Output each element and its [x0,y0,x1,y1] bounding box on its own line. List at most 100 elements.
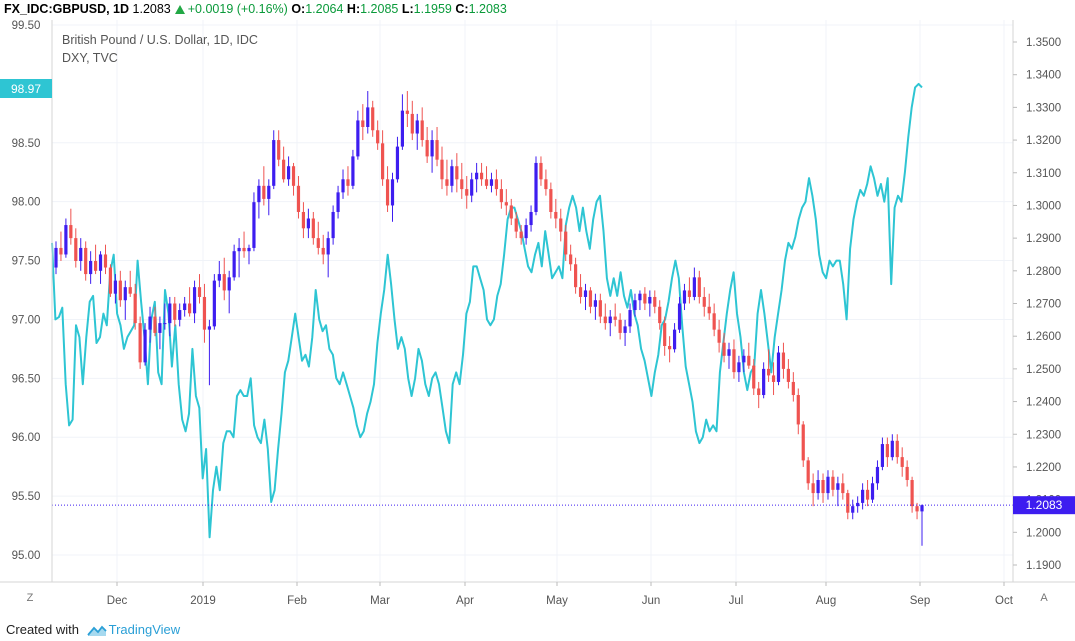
candle-body [762,368,766,396]
candle-body [356,120,360,157]
candle-body [509,205,513,219]
candle-body [440,159,444,180]
candle-body [415,120,419,134]
candle-body [593,300,597,307]
candle-body [554,211,558,219]
candle-body [262,185,266,199]
candle-body [910,480,914,507]
candle-body [84,247,88,275]
left-axis-tick-label: 96.50 [12,373,41,385]
candle-body [173,303,177,320]
candle-body [856,502,860,507]
left-price-axis[interactable]: 99.50 98.50 98.00 97.50 97.00 96.50 96.00 95.50… [12,20,41,562]
left-axis-tick-label: 96.00 [12,432,41,444]
auto-scale-button[interactable]: A [1034,588,1054,606]
candle-body [133,293,137,324]
candle-body [574,264,578,288]
time-axis-tick-label: Mar [370,595,390,607]
candle-body [69,225,73,239]
close-label: C: [455,2,469,16]
candle-body [64,225,68,255]
right-axis-tick-label: 1.2700 [1026,299,1061,311]
candle-body [890,440,894,458]
time-axis-tick-label: Jun [642,595,661,607]
candle-body [628,310,632,327]
candle-body [351,156,355,186]
candle-body [168,303,172,324]
candle-body [727,349,731,356]
candle-body [420,120,424,141]
candle-body [529,211,533,226]
right-axis-tick-label: 1.2900 [1026,233,1061,245]
candle-body [549,189,553,212]
right-axis-tick-label: 1.3200 [1026,135,1061,147]
candle-body [524,225,528,239]
candle-body [178,310,182,320]
auto-scale-button-bg[interactable] [1034,588,1054,606]
candle-body [222,274,226,291]
footer-brand[interactable]: TradingView [108,622,181,637]
price-change: +0.0019 (+0.16%) [187,2,288,16]
candle-body [603,316,607,324]
candle-body [539,162,543,180]
candle-body [717,329,721,343]
time-axis-tick-label: 2019 [190,595,216,607]
candle-body [296,185,301,212]
candle-body [192,287,197,314]
candle-body [183,303,187,311]
symbol-header: FX_IDC:GBPUSD, 1D 1.2083 +0.0019 (+0.16%)… [4,2,507,16]
left-axis-tick-label: 99.50 [12,20,41,32]
candle-body [381,143,385,180]
candle-body [658,306,662,324]
auto-scale-label[interactable]: A [1040,592,1048,604]
right-price-axis[interactable]: 1.3500 1.3400 1.3300 1.3200 1.3100 1.3000 1.29… [1013,37,1061,572]
candle-body [148,316,152,330]
time-axis-tick-label: Feb [287,595,307,607]
candle-body [841,483,845,494]
candle-body [390,179,395,206]
up-arrow-icon [174,5,185,14]
candle-body [257,185,261,203]
zoom-left-label[interactable]: Z [27,592,34,604]
time-axis[interactable]: Dec 2019 Feb Mar Apr May Jun Jul Aug Sep Oct [107,582,1014,607]
candle-body [623,326,627,333]
candle-body [895,440,899,458]
tradingview-logo-icon [86,625,107,636]
footer-prefix: Created with [6,622,79,637]
candle-body [103,254,108,268]
zoom-left-button[interactable]: Z [20,588,40,606]
candle-body [425,140,429,157]
candle-body [499,189,503,203]
candle-body [648,296,652,304]
candle-body [237,247,241,252]
right-axis-tick-label: 1.3300 [1026,102,1061,114]
candle-body [405,110,409,114]
candle-body [410,113,414,134]
last-price-badge: 1.2083 [1013,496,1075,515]
time-axis-tick-label: Oct [995,595,1014,607]
candle-body [232,251,236,278]
candle-body [915,506,919,512]
candle-body [776,352,781,382]
left-axis-tick-label: 98.50 [12,138,41,150]
candle-body [613,316,617,320]
right-axis-tick-label: 1.2500 [1026,364,1061,376]
candle-body [435,140,439,160]
candle-body [791,381,795,396]
candle-body [108,267,113,294]
candle-body [395,146,400,180]
candle-body [479,172,484,180]
candle-body [757,388,761,396]
footer-credit: Created with TradingView [6,622,180,637]
time-axis-tick-label: Apr [456,595,474,607]
zoom-left-button-bg[interactable] [20,588,40,606]
candle-body [460,179,464,190]
candle-body [806,460,810,484]
right-axis-tick-label: 1.2800 [1026,266,1061,278]
right-axis-tick-label: 1.2600 [1026,331,1061,343]
time-axis-tick-label: Dec [107,595,128,607]
candle-body [366,107,370,127]
candle-body [578,287,583,297]
open-value: 1.2064 [305,2,344,16]
